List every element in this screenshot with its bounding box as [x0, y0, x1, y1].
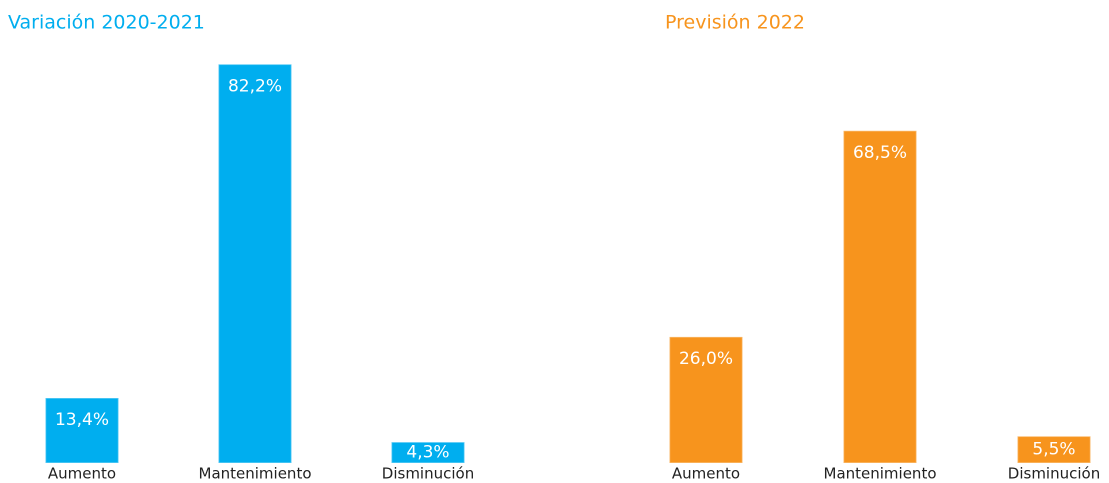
x-tick-label: Mantenimiento: [199, 465, 312, 483]
bar: [842, 130, 918, 464]
value-label: 26,0%: [679, 349, 733, 369]
bar: [390, 441, 466, 464]
bar: [217, 63, 293, 464]
bar: [44, 397, 120, 464]
chart-title: Previsión 2022: [665, 12, 805, 34]
value-label: 13,4%: [55, 410, 109, 430]
chart-title: Variación 2020-2021: [8, 12, 205, 34]
bar: [668, 336, 744, 464]
x-tick-label: Mantenimiento: [824, 465, 937, 483]
value-label: 82,2%: [228, 76, 282, 96]
bar: [1016, 435, 1092, 464]
x-tick-label: Disminución: [1008, 465, 1100, 483]
value-label: 68,5%: [853, 143, 907, 163]
x-tick-label: Aumento: [672, 465, 740, 483]
x-tick-label: Disminución: [382, 465, 474, 483]
value-label: 5,5%: [1032, 440, 1075, 460]
x-tick-label: Aumento: [48, 465, 116, 483]
value-label: 4,3%: [406, 443, 449, 463]
